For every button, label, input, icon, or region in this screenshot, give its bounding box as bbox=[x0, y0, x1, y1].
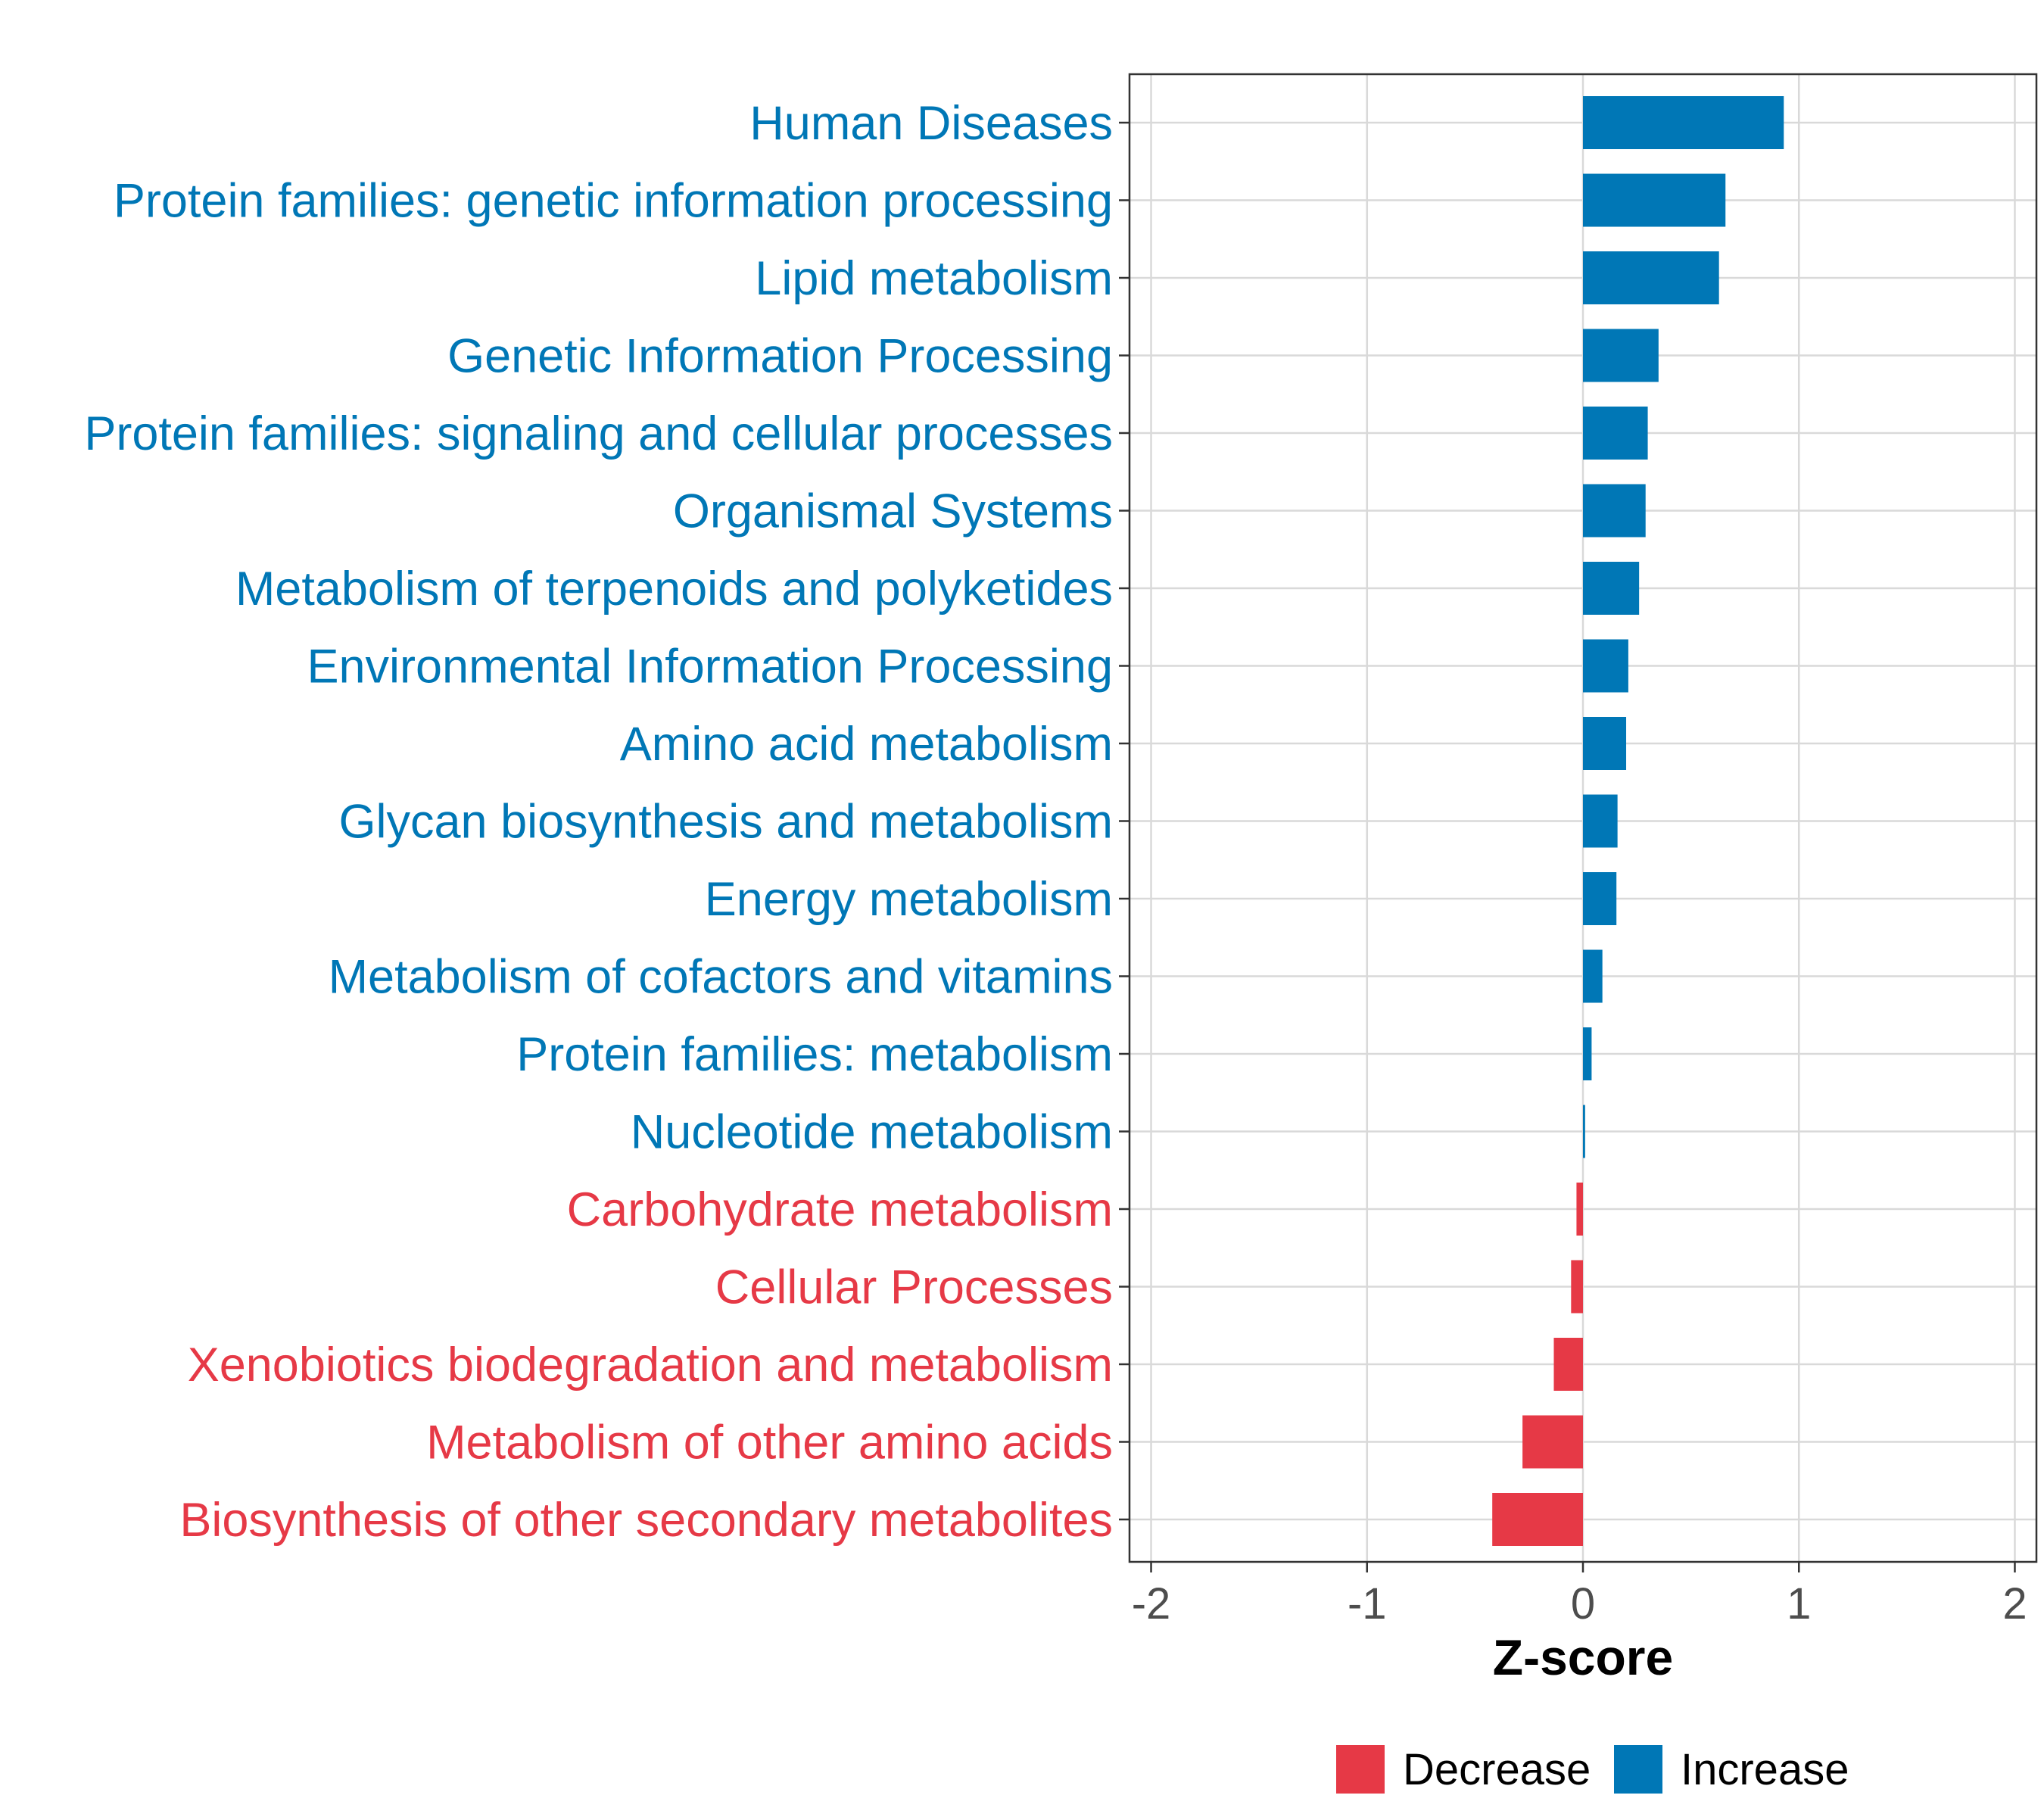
category-label-3: Genetic Information Processing bbox=[447, 330, 1113, 383]
plot-panel-border bbox=[1128, 73, 2038, 1563]
bar-8 bbox=[1583, 717, 1627, 770]
category-label-16: Xenobiotics biodegradation and metabolis… bbox=[188, 1339, 1113, 1392]
bar-0 bbox=[1583, 96, 1784, 149]
x-tick-label-4: 2 bbox=[2002, 1579, 2027, 1628]
bar-12 bbox=[1583, 1027, 1592, 1080]
legend: Decrease Increase bbox=[1336, 1745, 1849, 1794]
x-axis-title: Z-score bbox=[1493, 1629, 1673, 1685]
legend-label-increase: Increase bbox=[1681, 1745, 1849, 1794]
bar-6 bbox=[1583, 562, 1640, 615]
category-label-1: Protein families: genetic information pr… bbox=[114, 175, 1113, 228]
bars bbox=[1492, 96, 1784, 1546]
bar-9 bbox=[1583, 794, 1618, 848]
category-label-13: Nucleotide metabolism bbox=[631, 1106, 1113, 1159]
category-label-17: Metabolism of other amino acids bbox=[426, 1417, 1113, 1469]
category-label-0: Human Diseases bbox=[749, 97, 1113, 150]
category-label-4: Protein families: signaling and cellular… bbox=[84, 407, 1113, 460]
bar-5 bbox=[1583, 484, 1646, 538]
category-label-8: Amino acid metabolism bbox=[620, 718, 1113, 771]
x-tick-label-3: 1 bbox=[1787, 1579, 1811, 1628]
category-label-7: Environmental Information Processing bbox=[307, 640, 1113, 693]
bar-3 bbox=[1583, 329, 1659, 382]
bar-2 bbox=[1583, 251, 1719, 304]
bar-18 bbox=[1492, 1493, 1583, 1546]
category-label-2: Lipid metabolism bbox=[755, 252, 1113, 305]
category-label-11: Metabolism of cofactors and vitamins bbox=[329, 951, 1113, 1004]
category-label-9: Glycan biosynthesis and metabolism bbox=[339, 796, 1114, 849]
category-label-6: Metabolism of terpenoids and polyketides bbox=[235, 563, 1113, 616]
x-tick-label-1: -1 bbox=[1348, 1579, 1387, 1628]
category-label-12: Protein families: metabolism bbox=[516, 1028, 1113, 1081]
bar-1 bbox=[1583, 173, 1726, 227]
x-axis: -2 -1 0 1 2 bbox=[1119, 121, 2027, 1628]
legend-label-decrease: Decrease bbox=[1403, 1745, 1591, 1794]
category-label-10: Energy metabolism bbox=[705, 873, 1113, 926]
bar-11 bbox=[1583, 949, 1603, 1003]
bar-7 bbox=[1583, 639, 1628, 693]
category-label-14: Carbohydrate metabolism bbox=[567, 1183, 1113, 1236]
legend-swatch-decrease bbox=[1336, 1745, 1385, 1794]
bar-4 bbox=[1583, 407, 1648, 460]
x-tick-label-0: -2 bbox=[1132, 1579, 1171, 1628]
bar-14 bbox=[1576, 1183, 1583, 1236]
bar-10 bbox=[1583, 872, 1617, 925]
category-label-15: Cellular Processes bbox=[715, 1261, 1113, 1314]
category-label-18: Biosynthesis of other secondary metaboli… bbox=[179, 1494, 1113, 1547]
category-label-5: Organismal Systems bbox=[673, 485, 1113, 538]
bar-17 bbox=[1522, 1415, 1583, 1469]
legend-swatch-increase bbox=[1614, 1745, 1662, 1794]
bar-16 bbox=[1553, 1338, 1583, 1391]
x-tick-label-2: 0 bbox=[1571, 1579, 1595, 1628]
bar-15 bbox=[1571, 1260, 1583, 1314]
category-labels: Human Diseases Protein families: genetic … bbox=[84, 97, 1113, 1547]
bar-13 bbox=[1583, 1105, 1585, 1158]
